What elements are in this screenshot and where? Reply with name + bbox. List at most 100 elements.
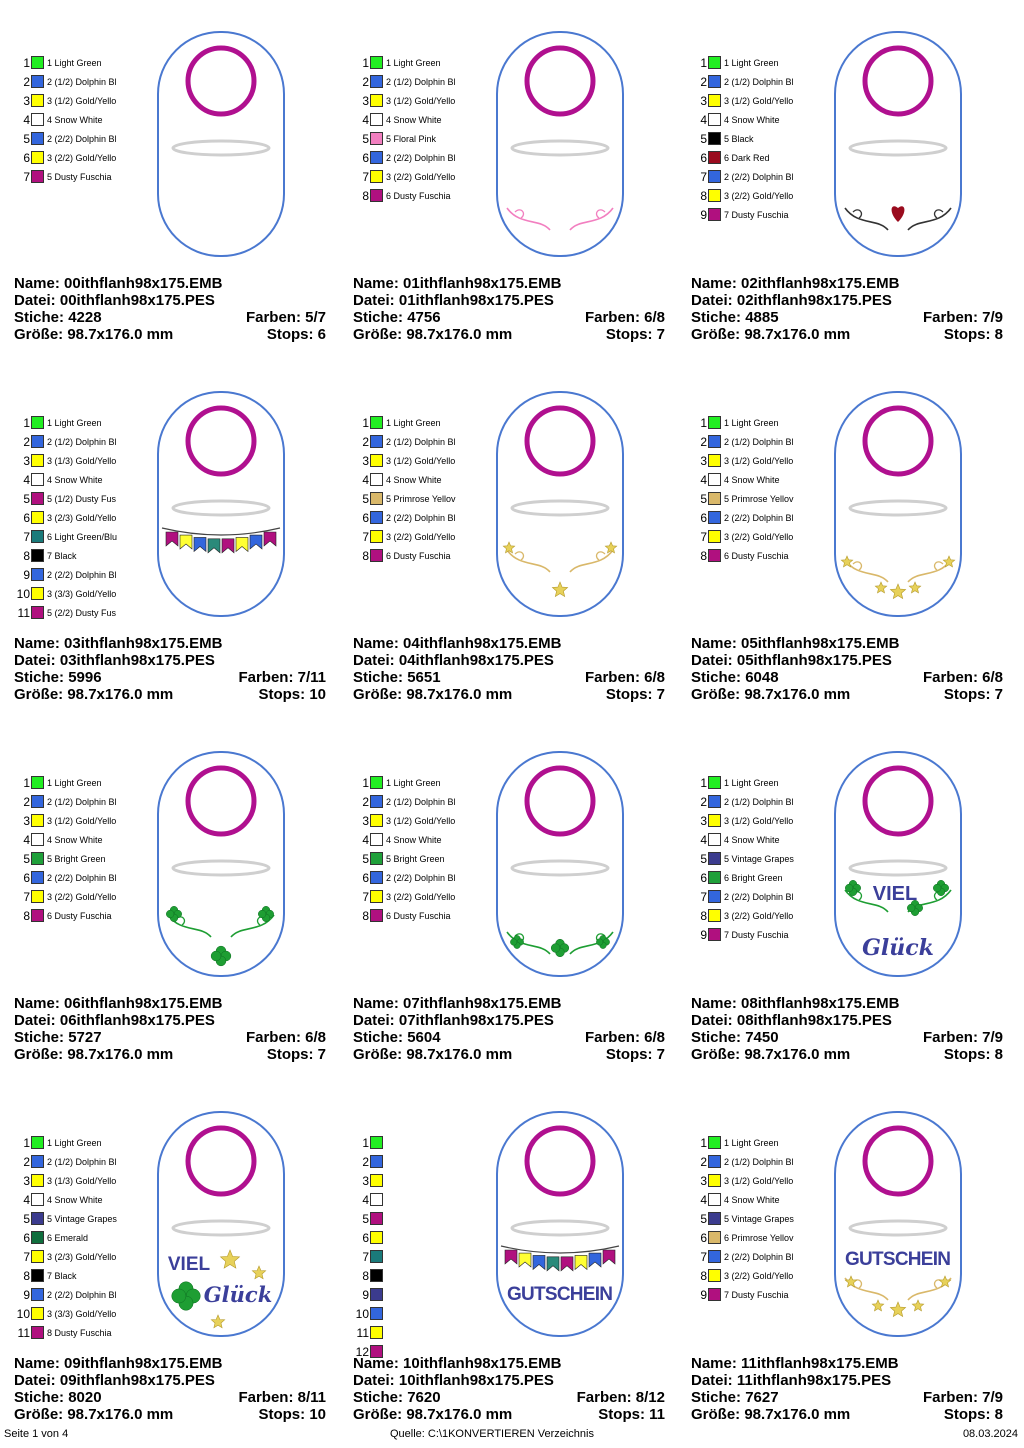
thread-color-name: 2 (2/2) Dolphin Bl — [386, 872, 456, 883]
thread-number: 3 — [700, 813, 707, 828]
thread-color-name: 7 Dusty Fuschia — [724, 209, 789, 220]
info-stitches-row: Stiche: 5604 Farben: 6/8 — [353, 1029, 665, 1046]
size-value: 98.7x176.0 mm — [406, 326, 513, 343]
colors-line: Farben: 7/9 — [923, 309, 1003, 326]
thread-color-row: 3 3 (1/3) Gold/Yello — [16, 451, 146, 470]
colors-label: Farben: — [584, 669, 640, 686]
thread-color-name: 3 (1/2) Gold/Yello — [47, 815, 117, 826]
file-line: Datei: 06ithflanh98x175.PES — [14, 1012, 215, 1029]
thread-number: 5 — [362, 491, 369, 506]
name-label: Name: — [353, 635, 399, 652]
info-file-row: Datei: 00ithflanh98x175.PES — [14, 292, 326, 309]
info-file-row: Datei: 08ithflanh98x175.PES — [691, 1012, 1003, 1029]
thread-number: 2 — [23, 74, 30, 89]
stops-value: 7 — [656, 1046, 665, 1063]
thread-number: 6 — [362, 870, 369, 885]
thread-color-name: 2 (1/2) Dolphin Bl — [724, 76, 794, 87]
thread-color-row: 1 1 Light Green — [693, 53, 823, 72]
colors-line: Farben: 6/8 — [246, 1029, 326, 1046]
design-cell: 1 2 3 4 5 6 7 8 9 10 11 12 GUTSCHEIN Name: 10ithflanh… — [353, 1105, 683, 1448]
thread-color-row: 5 — [355, 1209, 485, 1228]
thread-color-name: 2 (1/2) Dolphin Bl — [386, 436, 456, 447]
name-line: Name: 05ithflanh98x175.EMB — [691, 635, 899, 652]
stops-value: 7 — [656, 326, 665, 343]
star-icon — [210, 1314, 226, 1329]
thread-color-swatch — [31, 151, 44, 164]
thread-color-row: 9 7 Dusty Fuschia — [693, 1285, 823, 1304]
thread-color-name: 5 Black — [724, 133, 754, 144]
thread-number: 5 — [700, 851, 707, 866]
thread-color-swatch — [370, 435, 383, 448]
bunting-line — [161, 527, 281, 536]
thread-color-row: 4 4 Snow White — [16, 470, 146, 489]
size-label: Größe: — [691, 686, 741, 703]
thread-color-swatch — [31, 1269, 44, 1282]
bunting-flag — [179, 534, 193, 550]
name-value: 05ithflanh98x175.EMB — [741, 635, 900, 652]
colors-line: Farben: 7/9 — [923, 1029, 1003, 1046]
thread-color-swatch — [708, 1250, 721, 1263]
thread-color-swatch — [31, 909, 44, 922]
star-icon — [889, 1301, 907, 1318]
file-line: Datei: 11ithflanh98x175.PES — [691, 1372, 891, 1389]
thread-number: 2 — [362, 1154, 369, 1169]
thread-color-row: 9 7 Dusty Fuschia — [693, 205, 823, 224]
thread-color-name: 3 (2/3) Gold/Yello — [47, 512, 117, 523]
thread-color-row: 4 4 Snow White — [355, 470, 485, 489]
file-value: 01ithflanh98x175.PES — [398, 292, 554, 309]
info-file-row: Datei: 06ithflanh98x175.PES — [14, 1012, 326, 1029]
thread-color-name: 3 (2/2) Gold/Yello — [724, 910, 794, 921]
door-hanger-graphic — [157, 31, 285, 257]
thread-color-row: 2 2 (1/2) Dolphin Bl — [693, 1152, 823, 1171]
thread-color-row: 2 2 (1/2) Dolphin Bl — [355, 72, 485, 91]
stitches-value: 4228 — [68, 309, 102, 326]
size-label: Größe: — [14, 686, 64, 703]
thread-color-swatch — [370, 511, 383, 524]
thread-color-row: 3 3 (1/2) Gold/Yello — [355, 451, 485, 470]
door-hanger-graphic: GUTSCHEIN — [496, 1111, 624, 1337]
star-icon — [938, 1275, 952, 1288]
thread-color-swatch — [708, 871, 721, 884]
thread-color-row: 1 1 Light Green — [355, 413, 485, 432]
colors-value: 8/11 — [297, 1389, 326, 1406]
thread-color-swatch — [370, 1307, 383, 1320]
file-line: Datei: 03ithflanh98x175.PES — [14, 652, 215, 669]
stitches-value: 5727 — [68, 1029, 102, 1046]
thread-color-row: 7 3 (2/3) Gold/Yello — [16, 1247, 146, 1266]
thread-color-swatch — [370, 1326, 383, 1339]
thread-color-swatch — [31, 530, 44, 543]
thread-number: 4 — [700, 832, 707, 847]
thread-color-row: 1 1 Light Green — [16, 53, 146, 72]
thread-number: 1 — [23, 55, 30, 70]
stops-line: Stops: 7 — [606, 1046, 665, 1063]
thread-number: 3 — [23, 813, 30, 828]
name-label: Name: — [14, 995, 60, 1012]
thread-color-name: 6 Dusty Fuschia — [386, 910, 451, 921]
thread-color-swatch — [708, 1288, 721, 1301]
colors-value: 7/11 — [297, 669, 326, 686]
thread-color-name: 6 Dusty Fuschia — [47, 910, 112, 921]
thread-number: 10 — [355, 1306, 369, 1321]
thread-color-swatch — [31, 833, 44, 846]
stops-label: Stops: — [943, 686, 991, 703]
thread-number: 3 — [700, 1173, 707, 1188]
hanger-ring — [185, 45, 257, 117]
stitches-line: Stiche: 5651 — [353, 669, 441, 686]
stops-label: Stops: — [266, 1046, 314, 1063]
info-name-row: Name: 04ithflanh98x175.EMB — [353, 635, 665, 652]
colors-line: Farben: 7/9 — [923, 1389, 1003, 1406]
file-value: 07ithflanh98x175.PES — [398, 1012, 554, 1029]
thread-color-name: 2 (1/2) Dolphin Bl — [386, 76, 456, 87]
star-icon — [502, 541, 516, 554]
star-icon — [840, 555, 854, 568]
info-stitches-row: Stiche: 6048 Farben: 6/8 — [691, 669, 1003, 686]
thread-color-row: 3 3 (1/2) Gold/Yello — [16, 91, 146, 110]
thread-color-row: 1 1 Light Green — [16, 413, 146, 432]
thread-color-swatch — [31, 492, 44, 505]
door-hanger-graphic — [157, 391, 285, 617]
stops-label: Stops: — [258, 1406, 306, 1423]
info-name-row: Name: 10ithflanh98x175.EMB — [353, 1355, 665, 1372]
thread-number: 8 — [23, 908, 30, 923]
motif-bunting — [161, 527, 281, 554]
bunting-flag — [165, 531, 179, 547]
